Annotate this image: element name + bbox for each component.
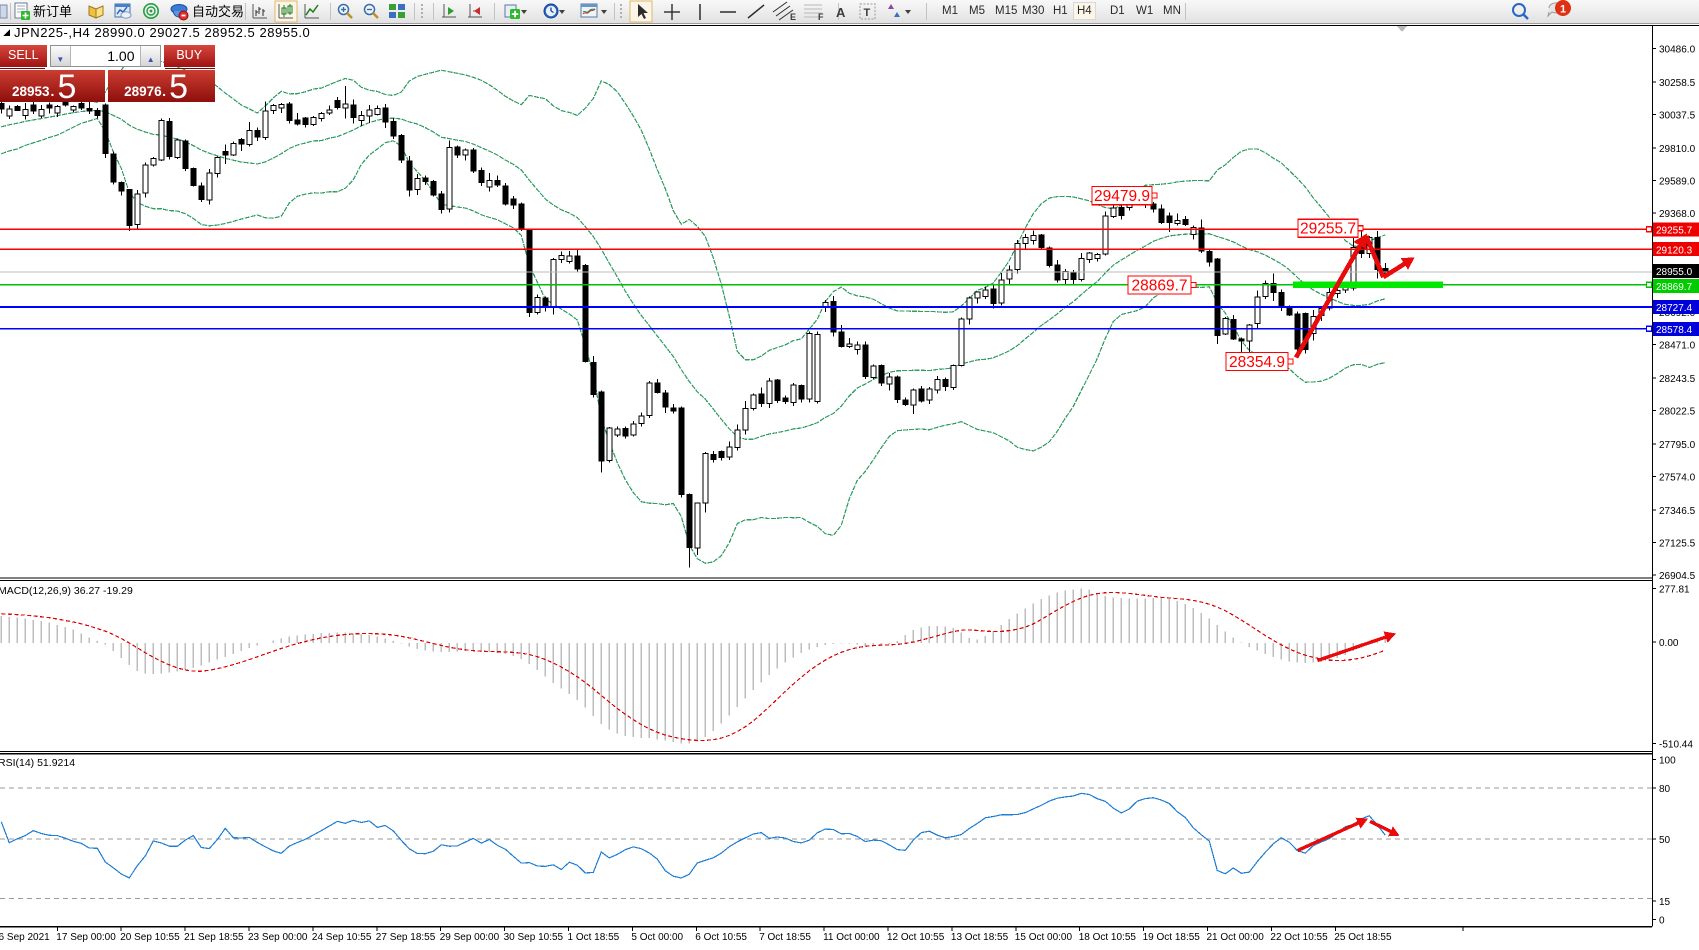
svg-text:29479.9: 29479.9: [1094, 188, 1150, 205]
svg-text:29120.3: 29120.3: [1656, 245, 1693, 256]
svg-text:11 Oct 00:00: 11 Oct 00:00: [823, 932, 880, 943]
svg-text:24 Sep 10:55: 24 Sep 10:55: [312, 932, 372, 943]
svg-text:7 Oct 18:55: 7 Oct 18:55: [759, 932, 811, 943]
svg-text:13 Oct 18:55: 13 Oct 18:55: [951, 932, 1009, 943]
svg-text:0.00: 0.00: [1659, 638, 1679, 649]
svg-text:16 Sep 2021: 16 Sep 2021: [0, 932, 50, 943]
svg-text:15 Oct 00:00: 15 Oct 00:00: [1015, 932, 1073, 943]
svg-text:30486.0: 30486.0: [1659, 44, 1696, 55]
svg-text:JPN225-,H4 28990.0 29027.5 28: JPN225-,H4 28990.0 29027.5 28952.5 28955…: [14, 25, 310, 40]
svg-text:28578.4: 28578.4: [1656, 325, 1693, 336]
svg-text:自动交易: 自动交易: [192, 4, 244, 19]
svg-text:25 Oct 18:55: 25 Oct 18:55: [1334, 932, 1392, 943]
svg-text:6 Oct 10:55: 6 Oct 10:55: [695, 932, 747, 943]
svg-text:28955.0: 28955.0: [1656, 267, 1693, 278]
svg-text:30037.5: 30037.5: [1659, 110, 1696, 121]
svg-text:15: 15: [1659, 897, 1671, 908]
svg-text:1 Oct 18:55: 1 Oct 18:55: [568, 932, 620, 943]
svg-text:28869.7: 28869.7: [1656, 282, 1693, 293]
svg-text:29589.0: 29589.0: [1659, 176, 1696, 187]
svg-text:27 Sep 18:55: 27 Sep 18:55: [376, 932, 436, 943]
svg-text:RSI(14) 51.9214: RSI(14) 51.9214: [0, 757, 75, 769]
svg-text:20 Sep 10:55: 20 Sep 10:55: [120, 932, 180, 943]
svg-text:27346.5: 27346.5: [1659, 506, 1696, 517]
svg-text:50: 50: [1659, 835, 1671, 846]
svg-text:A: A: [836, 5, 846, 20]
svg-text:80: 80: [1659, 784, 1671, 795]
svg-text:100: 100: [1659, 755, 1676, 766]
svg-text:30 Sep 10:55: 30 Sep 10:55: [504, 932, 564, 943]
svg-text:E: E: [790, 12, 796, 22]
svg-text:19 Oct 18:55: 19 Oct 18:55: [1143, 932, 1201, 943]
svg-text:17 Sep 00:00: 17 Sep 00:00: [56, 932, 116, 943]
svg-text:F: F: [818, 12, 824, 22]
svg-text:5 Oct 00:00: 5 Oct 00:00: [631, 932, 683, 943]
svg-text:-510.44: -510.44: [1659, 740, 1693, 751]
svg-text:28022.5: 28022.5: [1659, 407, 1696, 418]
svg-text:27574.0: 27574.0: [1659, 473, 1696, 484]
svg-text:29368.0: 29368.0: [1659, 209, 1696, 220]
svg-text:28727.4: 28727.4: [1656, 303, 1693, 314]
svg-text:22 Oct 10:55: 22 Oct 10:55: [1270, 932, 1328, 943]
svg-text:0: 0: [1659, 916, 1665, 927]
svg-text:26904.5: 26904.5: [1659, 571, 1696, 582]
svg-text:28869.7: 28869.7: [1131, 278, 1187, 295]
svg-text:21 Oct 00:00: 21 Oct 00:00: [1207, 932, 1265, 943]
svg-text:27125.5: 27125.5: [1659, 538, 1696, 549]
svg-text:28354.9: 28354.9: [1229, 354, 1285, 371]
svg-text:277.81: 277.81: [1659, 584, 1690, 595]
svg-text:29810.0: 29810.0: [1659, 144, 1696, 155]
svg-text:12 Oct 10:55: 12 Oct 10:55: [887, 932, 945, 943]
svg-text:28243.5: 28243.5: [1659, 374, 1696, 385]
svg-text:1: 1: [1560, 4, 1566, 16]
svg-text:27795.0: 27795.0: [1659, 440, 1696, 451]
svg-text:18 Oct 10:55: 18 Oct 10:55: [1079, 932, 1137, 943]
svg-text:新订单: 新订单: [33, 4, 72, 19]
svg-text:28471.0: 28471.0: [1659, 341, 1696, 352]
svg-text:30258.5: 30258.5: [1659, 78, 1696, 89]
svg-text:21 Sep 18:55: 21 Sep 18:55: [184, 932, 244, 943]
svg-text:T: T: [864, 7, 871, 19]
svg-text:MACD(12,26,9) 36.27 -19.29: MACD(12,26,9) 36.27 -19.29: [0, 585, 133, 597]
svg-text:29 Sep 00:00: 29 Sep 00:00: [440, 932, 500, 943]
svg-text:29255.7: 29255.7: [1656, 226, 1693, 237]
svg-text:23 Sep 00:00: 23 Sep 00:00: [248, 932, 308, 943]
svg-text:29255.7: 29255.7: [1300, 221, 1356, 238]
